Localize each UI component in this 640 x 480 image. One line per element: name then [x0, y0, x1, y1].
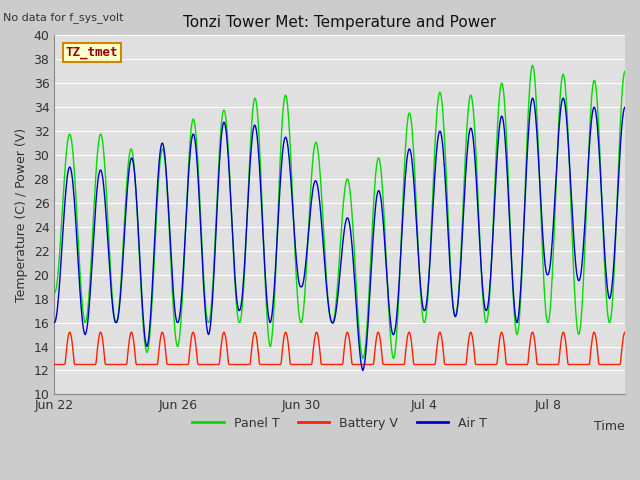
Text: Time: Time	[595, 420, 625, 432]
Text: TZ_tmet: TZ_tmet	[66, 46, 118, 59]
Y-axis label: Temperature (C) / Power (V): Temperature (C) / Power (V)	[15, 128, 28, 302]
Title: Tonzi Tower Met: Temperature and Power: Tonzi Tower Met: Temperature and Power	[183, 15, 496, 30]
Legend: Panel T, Battery V, Air T: Panel T, Battery V, Air T	[188, 412, 492, 435]
Text: No data for f_sys_volt: No data for f_sys_volt	[3, 12, 124, 23]
